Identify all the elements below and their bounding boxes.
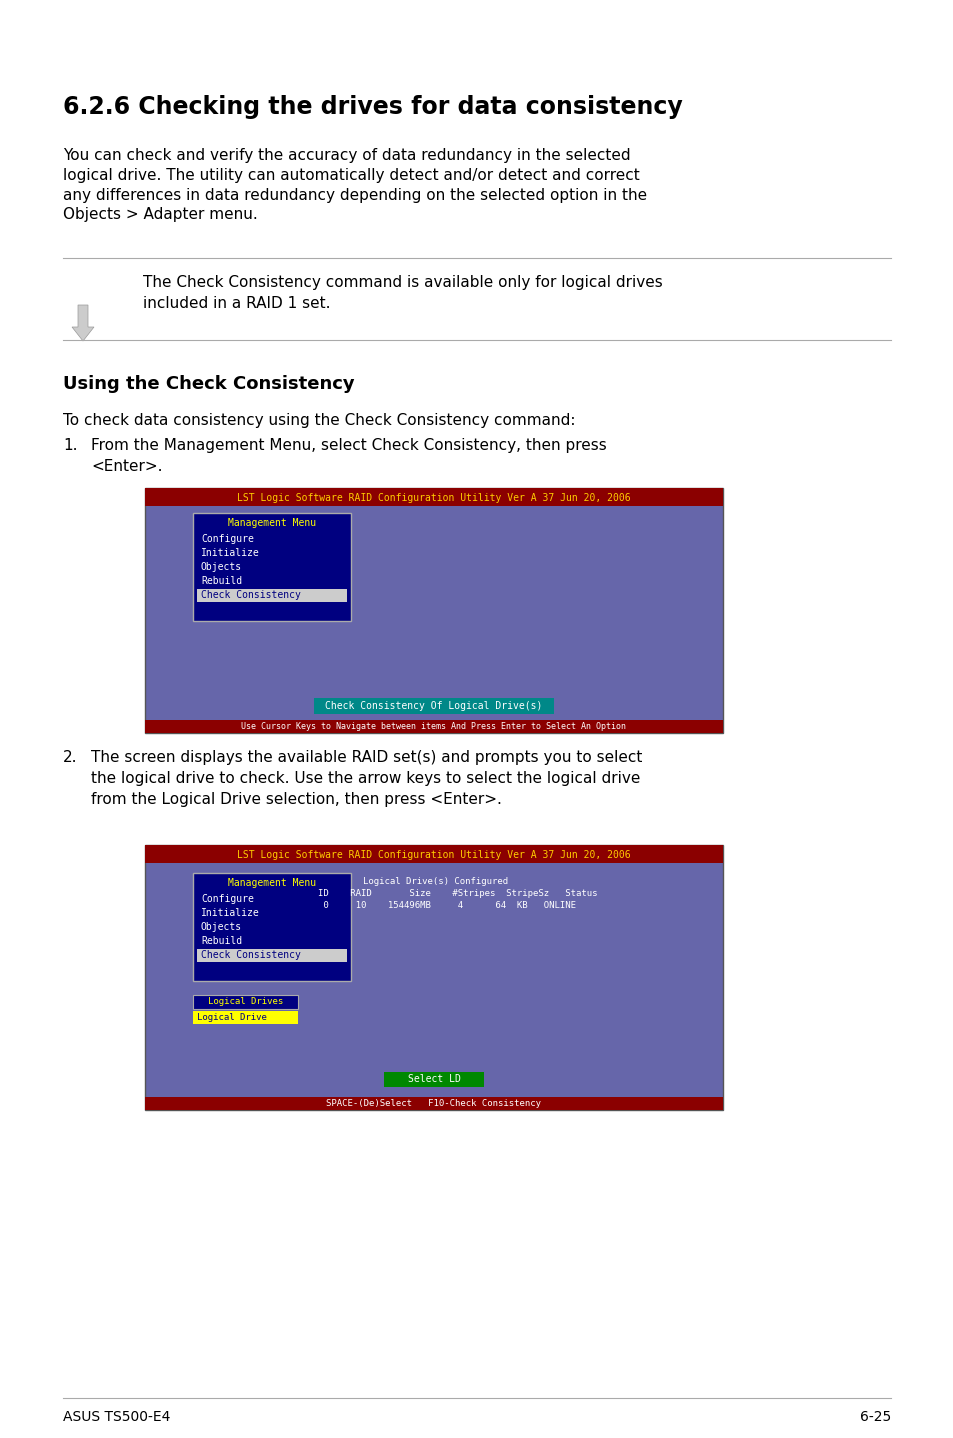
- Bar: [145, 487, 722, 733]
- Text: Management Menu: Management Menu: [228, 518, 315, 528]
- Text: LST Logic Software RAID Configuration Utility Ver A 37 Jun 20, 2006: LST Logic Software RAID Configuration Ut…: [237, 850, 630, 860]
- Bar: [196, 949, 347, 962]
- Text: Use Cursor Keys to Navigate between items And Press Enter to Select An Option: Use Cursor Keys to Navigate between item…: [241, 722, 626, 731]
- Bar: [193, 995, 297, 1009]
- Bar: [193, 513, 351, 621]
- Text: 0     10    154496MB     4      64  KB   ONLINE: 0 10 154496MB 4 64 KB ONLINE: [317, 900, 576, 909]
- Text: ID    RAID       Size    #Stripes  StripeSz   Status: ID RAID Size #Stripes StripeSz Status: [317, 889, 597, 897]
- Bar: [193, 873, 351, 981]
- Text: Objects: Objects: [201, 922, 242, 932]
- FancyArrow shape: [71, 305, 94, 341]
- Text: To check data consistency using the Check Consistency command:: To check data consistency using the Chec…: [63, 413, 575, 429]
- Text: 2.: 2.: [63, 751, 77, 765]
- Text: You can check and verify the accuracy of data redundancy in the selected
logical: You can check and verify the accuracy of…: [63, 148, 646, 223]
- Text: LST Logic Software RAID Configuration Utility Ver A 37 Jun 20, 2006: LST Logic Software RAID Configuration Ut…: [237, 493, 630, 503]
- Text: Select LD: Select LD: [407, 1074, 460, 1084]
- Text: Logical Drives: Logical Drives: [208, 998, 283, 1007]
- Bar: [145, 846, 722, 1110]
- Text: Logical Drive: Logical Drive: [196, 1012, 267, 1022]
- Text: Objects: Objects: [201, 562, 242, 572]
- Bar: [145, 1097, 722, 1110]
- Text: ASUS TS500-E4: ASUS TS500-E4: [63, 1411, 171, 1424]
- Text: Rebuild: Rebuild: [201, 577, 242, 587]
- Bar: [384, 1071, 483, 1087]
- Text: The screen displays the available RAID set(s) and prompts you to select
the logi: The screen displays the available RAID s…: [91, 751, 641, 807]
- Text: Check Consistency Of Logical Drive(s): Check Consistency Of Logical Drive(s): [325, 700, 542, 710]
- Text: Configure: Configure: [201, 533, 253, 544]
- Text: Logical Drive(s) Configured: Logical Drive(s) Configured: [363, 877, 508, 886]
- Text: Management Menu: Management Menu: [228, 879, 315, 889]
- Bar: [196, 590, 347, 603]
- Text: The Check Consistency command is available only for logical drives
included in a: The Check Consistency command is availab…: [143, 275, 662, 311]
- Text: Using the Check Consistency: Using the Check Consistency: [63, 375, 355, 393]
- Text: SPACE-(De)Select   F10-Check Consistency: SPACE-(De)Select F10-Check Consistency: [326, 1099, 541, 1109]
- Bar: [193, 1011, 297, 1024]
- Bar: [314, 697, 554, 715]
- Text: 6.2.6 Checking the drives for data consistency: 6.2.6 Checking the drives for data consi…: [63, 95, 682, 119]
- Bar: [145, 720, 722, 733]
- Text: Rebuild: Rebuild: [201, 936, 242, 946]
- Text: Initialize: Initialize: [201, 548, 259, 558]
- Text: Configure: Configure: [201, 894, 253, 905]
- Text: Initialize: Initialize: [201, 907, 259, 917]
- Text: 1.: 1.: [63, 439, 77, 453]
- Text: Check Consistency: Check Consistency: [201, 951, 300, 961]
- Text: 6-25: 6-25: [859, 1411, 890, 1424]
- Bar: [145, 846, 722, 863]
- Text: From the Management Menu, select Check Consistency, then press
<Enter>.: From the Management Menu, select Check C…: [91, 439, 606, 475]
- Text: Check Consistency: Check Consistency: [201, 590, 300, 600]
- Bar: [145, 487, 722, 506]
